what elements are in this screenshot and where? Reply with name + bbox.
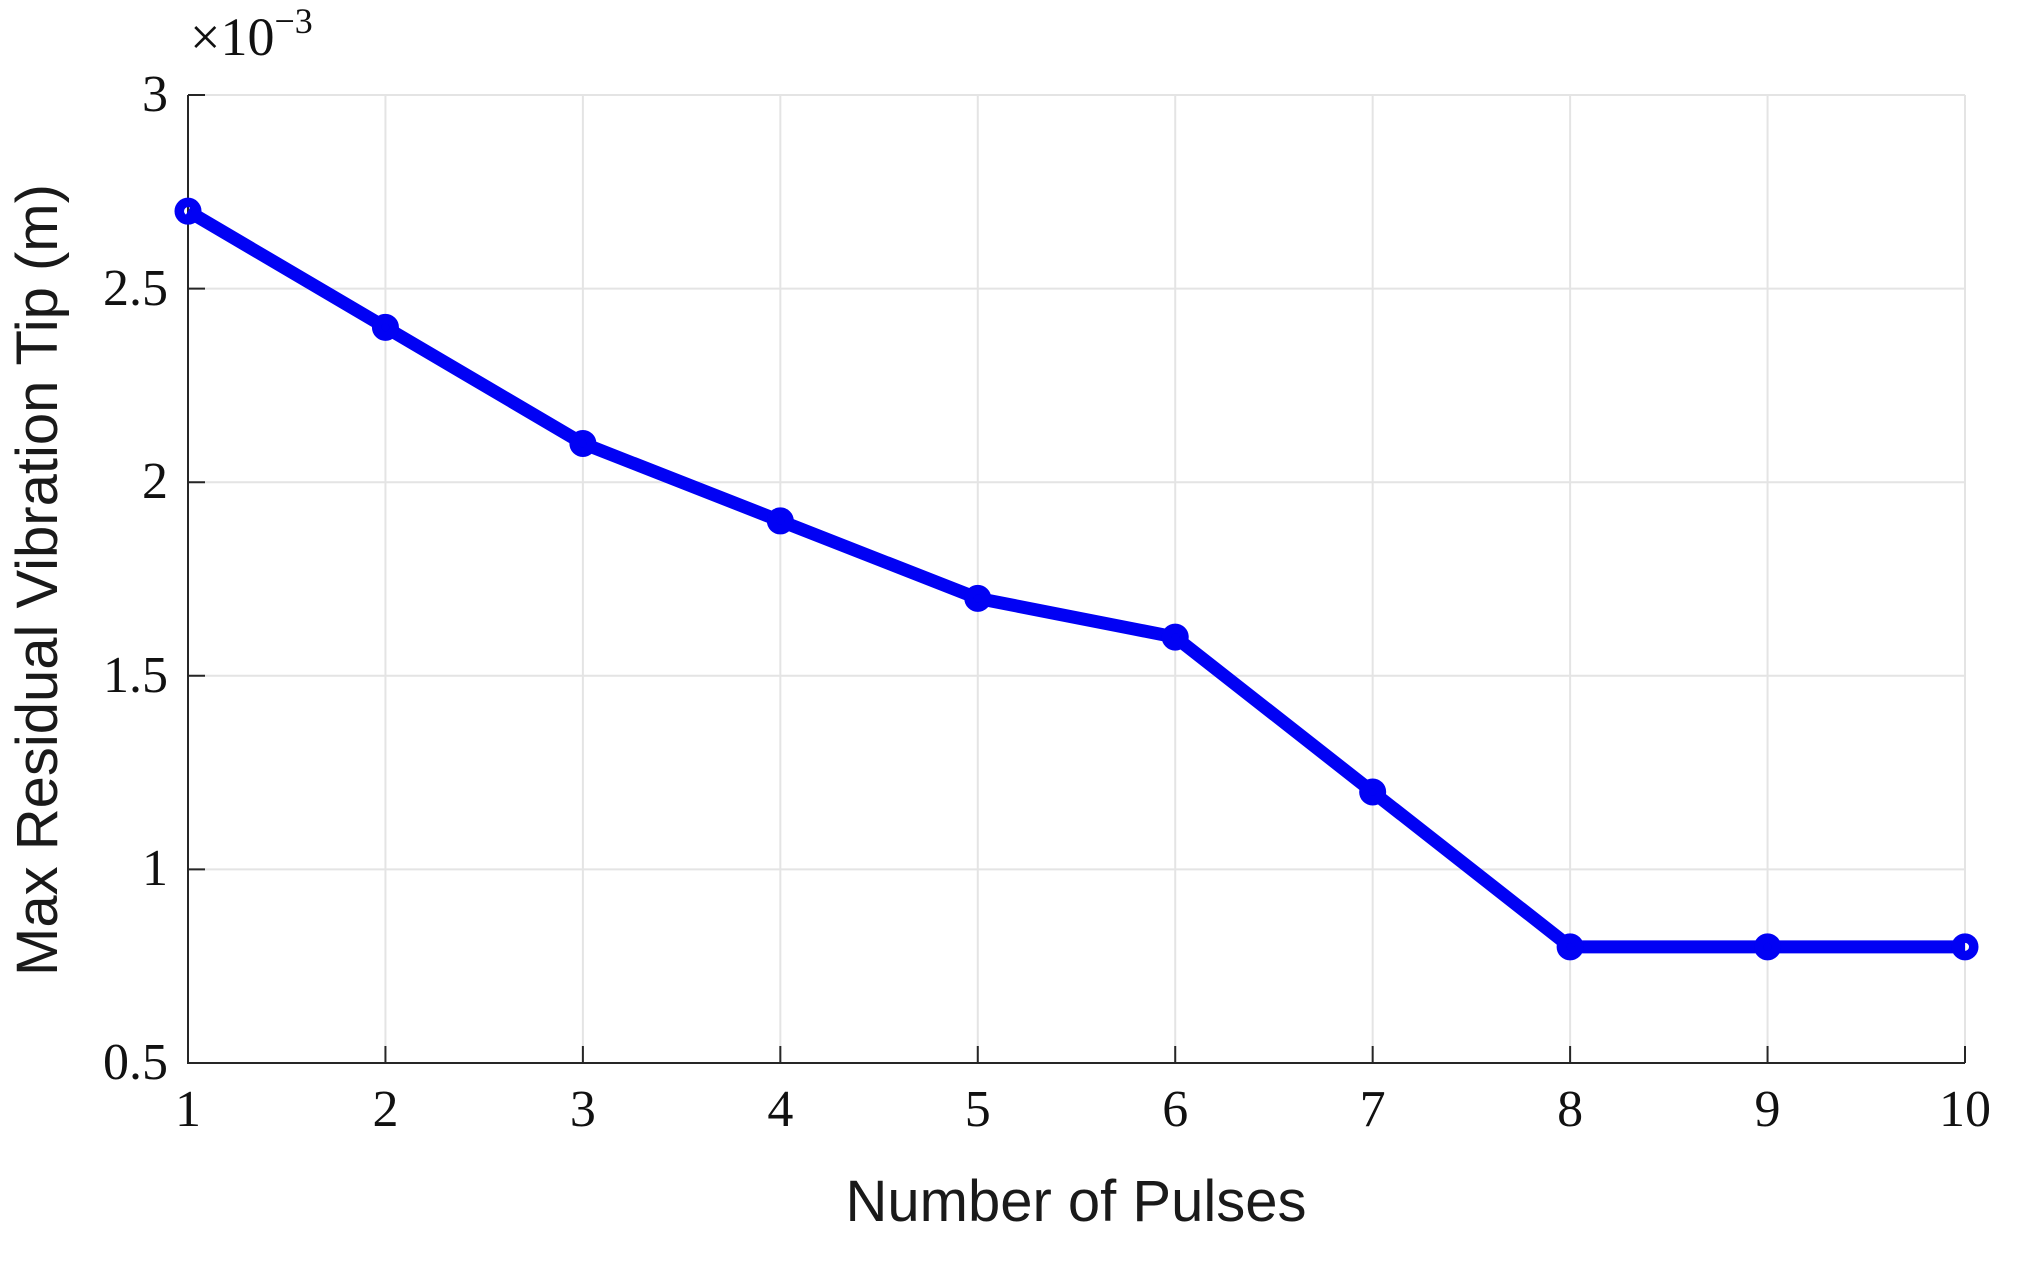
data-point-marker [1556, 933, 1584, 961]
x-tick-label: 7 [1359, 1081, 1386, 1138]
x-tick-label: 6 [1162, 1081, 1189, 1138]
data-point-marker [174, 197, 202, 225]
data-point-marker [569, 429, 597, 457]
data-point-marker [766, 507, 794, 535]
data-point-marker [1951, 933, 1979, 961]
x-tick-label: 8 [1557, 1081, 1584, 1138]
x-tick-label: 10 [1939, 1081, 1991, 1138]
data-point-marker [1754, 933, 1782, 961]
y-tick-label: 1 [142, 840, 168, 898]
data-line [184, 205, 1965, 954]
x-tick-label: 9 [1754, 1081, 1781, 1138]
x-tick-label: 1 [175, 1081, 201, 1138]
y-tick-label: 1.5 [103, 646, 168, 704]
y-tick-label: 3 [142, 66, 168, 123]
x-tick-label: 3 [569, 1081, 596, 1138]
y-tick-label: 2 [142, 453, 168, 511]
data-point-marker [964, 584, 992, 612]
y-tick-label: 2.5 [103, 259, 168, 317]
data-point-marker [1359, 778, 1387, 806]
y-axis-label: Max Residual Vibration Tip (m) [5, 184, 70, 976]
data-point-marker [1161, 623, 1189, 651]
y-tick-label: 0.5 [103, 1034, 168, 1091]
x-tick-label: 4 [767, 1081, 794, 1138]
y-axis-multiplier-base: ×10 [190, 7, 275, 67]
y-axis-multiplier: ×10−3 [190, 3, 313, 68]
x-axis-label: Number of Pulses [845, 1169, 1307, 1234]
x-tick-label: 2 [372, 1081, 399, 1138]
y-axis-multiplier-exponent: −3 [274, 1, 313, 41]
data-point-marker [371, 313, 399, 341]
x-tick-label: 5 [964, 1081, 991, 1138]
